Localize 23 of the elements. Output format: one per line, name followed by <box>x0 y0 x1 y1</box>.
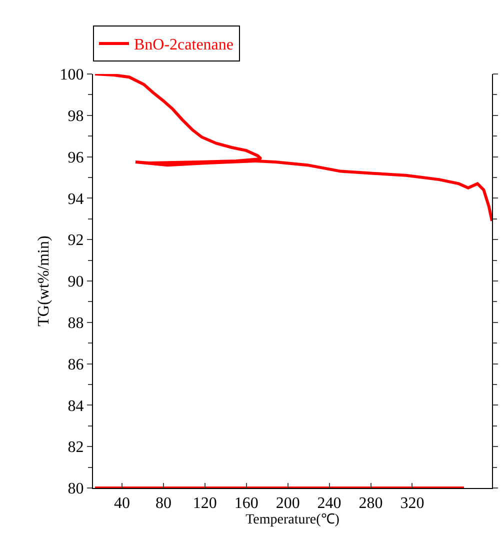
x-tick-label: 320 <box>400 495 424 512</box>
y-tick-label: 86 <box>68 356 84 374</box>
y-tick-label: 94 <box>68 190 84 208</box>
x-tick-label: 160 <box>234 495 258 512</box>
y-tick-label: 84 <box>68 398 84 415</box>
y-tick-label: 96 <box>68 149 84 166</box>
y-axis-title: TG(wt%/min) <box>36 236 53 326</box>
x-tick-label: 280 <box>358 495 383 512</box>
x-tick-label: 80 <box>155 495 172 512</box>
y-tick-label: 98 <box>68 108 84 125</box>
y-tick-label: 80 <box>68 480 84 498</box>
y-tick-label: 88 <box>68 315 84 332</box>
x-tick-label: 120 <box>192 495 217 512</box>
y-tick-label: 82 <box>68 439 84 456</box>
y-tick-label: 100 <box>60 66 84 84</box>
x-tick-label: 200 <box>276 495 300 512</box>
y-tick-label: 92 <box>68 232 84 250</box>
y-tick-label: 90 <box>68 274 84 291</box>
x-tick-label: 40 <box>114 495 130 512</box>
x-tick-label: 240 <box>317 495 342 512</box>
line-series <box>94 74 492 222</box>
legend-label: BnO-2catenane <box>134 36 234 54</box>
x-axis-title: Temperature(℃) <box>246 512 340 528</box>
